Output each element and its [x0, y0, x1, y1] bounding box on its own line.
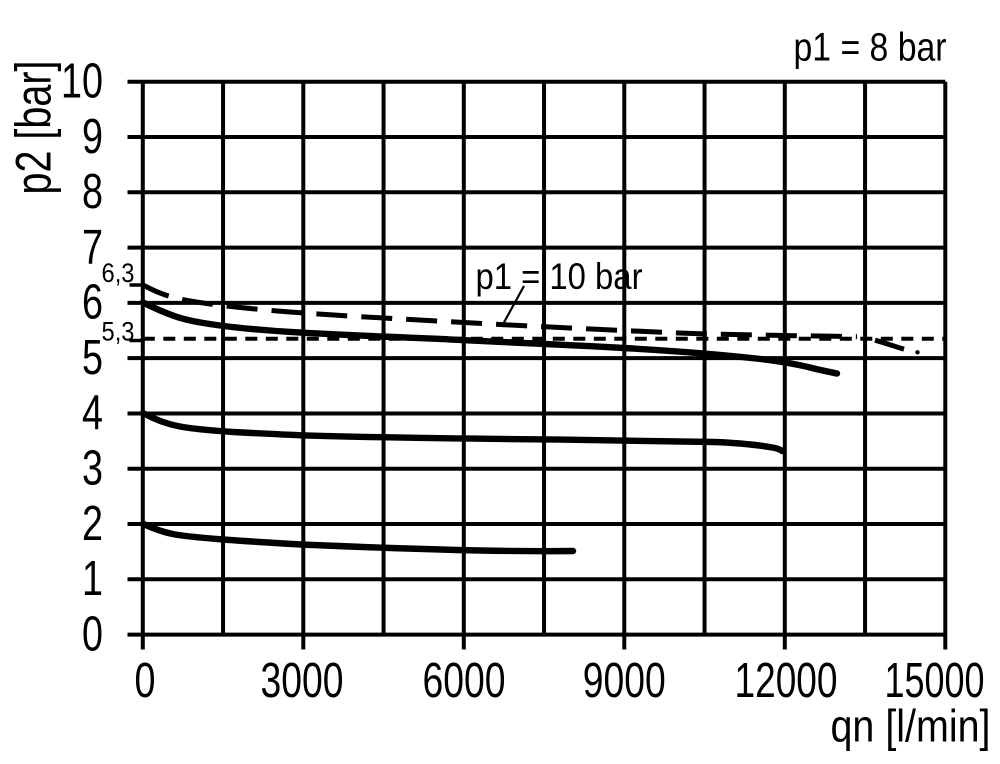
svg-text:3: 3 — [82, 442, 103, 496]
svg-text:6: 6 — [82, 276, 103, 330]
svg-text:p1 = 8 bar: p1 = 8 bar — [794, 26, 947, 70]
svg-text:1: 1 — [82, 552, 103, 606]
svg-text:9: 9 — [82, 110, 103, 164]
svg-text:3000: 3000 — [261, 654, 344, 708]
svg-text:4: 4 — [82, 386, 103, 440]
svg-text:12000: 12000 — [735, 654, 838, 708]
svg-text:10: 10 — [61, 55, 103, 109]
svg-text:7: 7 — [82, 220, 103, 274]
svg-text:6000: 6000 — [423, 654, 506, 708]
svg-text:5: 5 — [82, 331, 103, 385]
svg-text:qn [l/min]: qn [l/min] — [831, 701, 991, 752]
svg-text:6,3: 6,3 — [102, 258, 135, 288]
svg-text:p1 = 10 bar: p1 = 10 bar — [476, 256, 643, 297]
svg-text:8: 8 — [82, 165, 103, 219]
svg-text:15000: 15000 — [885, 654, 985, 708]
svg-text:0: 0 — [135, 654, 156, 708]
svg-text:2: 2 — [82, 497, 103, 551]
svg-text:p2 [bar]: p2 [bar] — [6, 61, 62, 195]
svg-text:0: 0 — [82, 607, 103, 661]
svg-text:9000: 9000 — [583, 654, 666, 708]
svg-text:5,3: 5,3 — [102, 317, 135, 347]
